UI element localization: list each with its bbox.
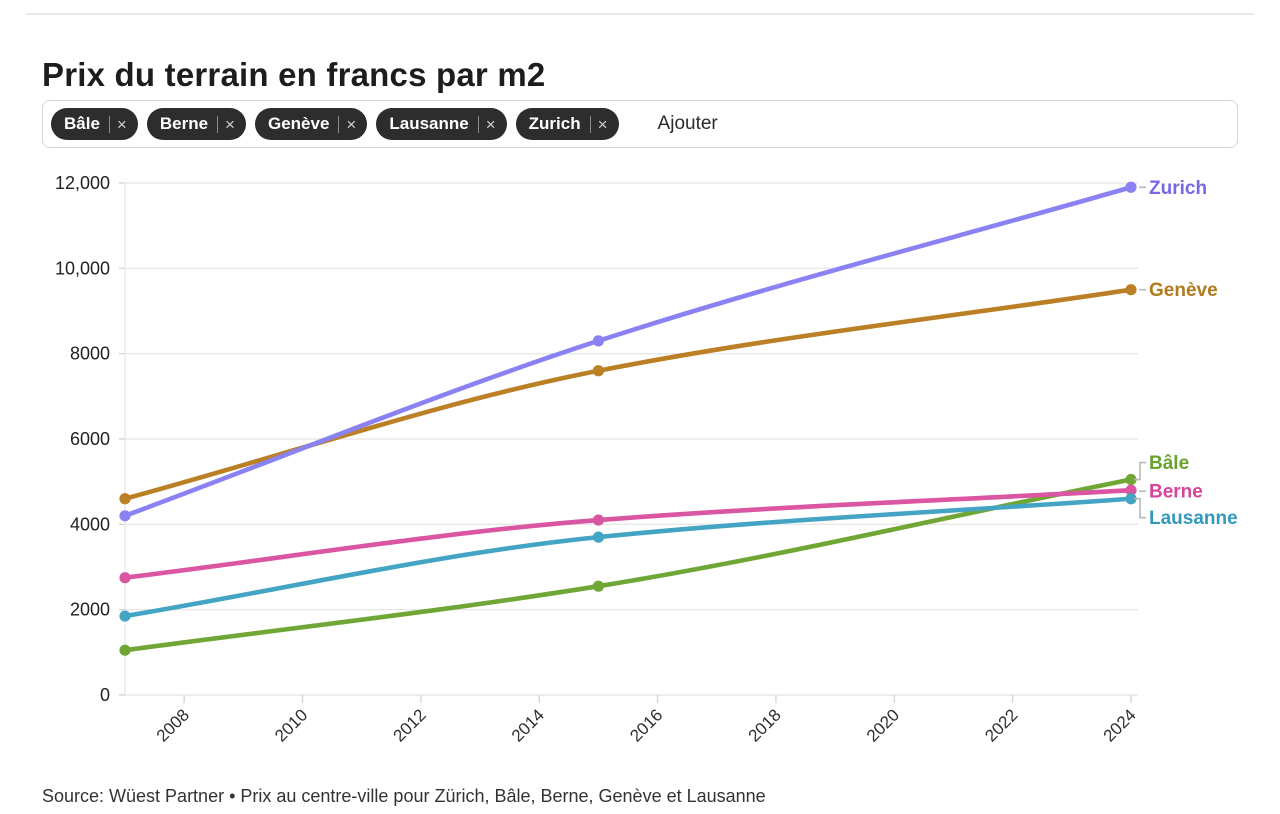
point-zurich-2024[interactable] <box>1125 181 1137 193</box>
series-lausanne <box>119 493 1137 622</box>
gridlines: 0 2000 4000 6000 8000 10,000 12,000 <box>55 173 1138 705</box>
y-axis-label: 4000 <box>70 514 110 534</box>
filter-chip-label: Bâle <box>64 114 100 133</box>
remove-icon[interactable]: × <box>225 114 235 134</box>
source-note: Source: Wüest Partner • Prix au centre-v… <box>42 786 766 806</box>
filter-chip-label: Lausanne <box>389 114 469 133</box>
line-zurich <box>122 184 1134 519</box>
remove-icon[interactable]: × <box>597 114 608 134</box>
point-lausanne-2015[interactable] <box>592 531 605 543</box>
series-label-bale: Bâle <box>1149 453 1189 474</box>
remove-icon[interactable]: × <box>485 114 496 134</box>
point-berne-2007[interactable] <box>119 572 131 584</box>
point-geneve-2015[interactable] <box>592 365 605 377</box>
line-bale <box>122 477 1134 653</box>
chip-divider <box>589 115 591 133</box>
city-filter-bar[interactable]: Bâle × Berne × Genève × Lausanne × Zuric… <box>42 100 1238 148</box>
series-geneve <box>119 284 1137 505</box>
page-title: Prix du terrain en francs par m2 <box>42 56 546 94</box>
line-geneve <box>122 287 1134 502</box>
filter-chip-berne[interactable]: Berne × <box>146 108 246 140</box>
point-geneve-2024[interactable] <box>1125 284 1137 296</box>
point-bale-2015[interactable] <box>592 580 605 592</box>
x-axis-label: 2022 <box>981 705 1021 745</box>
point-bale-2007[interactable] <box>119 644 131 656</box>
series-berne <box>119 484 1137 584</box>
point-lausanne-2007[interactable] <box>119 610 131 622</box>
filter-chip-label: Zurich <box>528 114 581 133</box>
point-berne-2024[interactable] <box>1125 484 1137 496</box>
remove-icon[interactable]: × <box>116 114 127 134</box>
y-axis-label: 10,000 <box>55 258 110 278</box>
point-zurich-2007[interactable] <box>119 510 131 522</box>
filter-chip-label: Berne <box>159 114 209 133</box>
filter-chip-geneve[interactable]: Genève × <box>254 108 368 140</box>
point-geneve-2007[interactable] <box>119 493 131 505</box>
chip-divider <box>108 115 110 133</box>
point-bale-2024[interactable] <box>1125 473 1137 486</box>
add-city-button[interactable]: Ajouter <box>657 113 718 134</box>
x-axis-label: 2008 <box>153 705 193 745</box>
x-axis: 2008 2010 2012 2014 2016 2018 2020 2022 2024 <box>153 695 1140 746</box>
x-axis-label: 2016 <box>626 705 666 745</box>
point-berne-2015[interactable] <box>592 514 605 526</box>
x-axis-label: 2024 <box>1100 705 1140 745</box>
series-label-berne: Berne <box>1149 482 1203 503</box>
filter-chip-bale[interactable]: Bâle × <box>51 108 138 140</box>
y-axis-label: 0 <box>100 685 110 705</box>
point-lausanne-2024[interactable] <box>1125 493 1137 505</box>
x-axis-label: 2018 <box>745 705 785 745</box>
point-zurich-2015[interactable] <box>592 335 605 347</box>
y-axis-label: 12,000 <box>55 173 110 193</box>
filter-chip-zurich[interactable]: Zurich × <box>515 108 619 140</box>
label-connector-bale <box>1134 461 1146 481</box>
series-zurich <box>119 181 1137 522</box>
chip-divider <box>477 115 479 133</box>
y-axis-label: 6000 <box>70 429 110 449</box>
filter-chip-lausanne[interactable]: Lausanne × <box>376 108 507 140</box>
x-axis-label: 2010 <box>271 705 311 745</box>
series-label-lausanne: Lausanne <box>1149 508 1238 529</box>
chip-divider <box>338 115 340 133</box>
series-label-geneve: Genève <box>1149 280 1218 301</box>
filter-chip-label: Genève <box>267 114 330 133</box>
x-axis-label: 2012 <box>390 705 430 745</box>
series-label-zurich: Zurich <box>1149 178 1207 199</box>
x-axis-label: 2014 <box>508 705 548 745</box>
label-connector-lausanne <box>1134 497 1146 519</box>
top-divider <box>26 13 1254 15</box>
y-axis-label: 8000 <box>70 344 110 364</box>
series-bale <box>119 473 1137 656</box>
remove-icon[interactable]: × <box>346 114 357 134</box>
y-axis-label: 2000 <box>70 600 110 620</box>
x-axis-label: 2020 <box>863 705 903 745</box>
chip-divider <box>217 115 219 133</box>
